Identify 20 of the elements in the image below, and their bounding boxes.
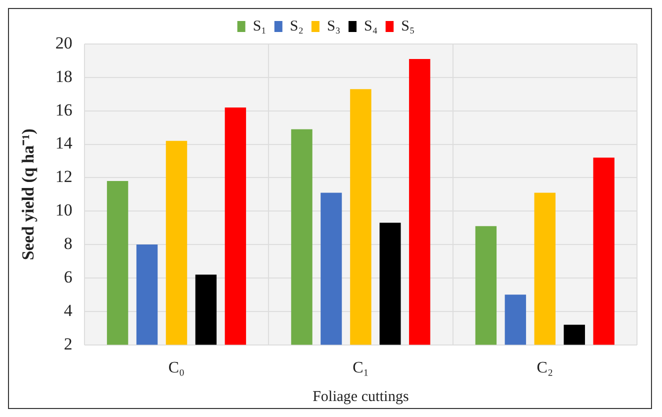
y-tick-label: 16 — [55, 100, 72, 120]
legend-label: S₃ — [326, 18, 341, 34]
legend-label: S₅ — [401, 18, 415, 34]
legend-label: S₄ — [364, 18, 378, 34]
y-tick-label: 2 — [64, 334, 72, 354]
y-tick-label: 18 — [55, 66, 72, 86]
legend-label: S₁ — [252, 18, 266, 34]
y-axis-title: Seed yield (q ha⁻¹) — [18, 128, 38, 260]
y-tick-label: 10 — [55, 200, 72, 220]
x-tick-label: C₁ — [352, 360, 369, 377]
y-tick-label: 20 — [55, 33, 72, 52]
y-tick-label: 14 — [55, 134, 73, 153]
y-tick-label: 8 — [64, 234, 72, 253]
y-tick-label: 4 — [64, 300, 73, 320]
x-tick-label: C₀ — [168, 360, 185, 377]
x-axis-title: Foliage cuttings — [312, 388, 409, 405]
x-tick-label: C₂ — [536, 360, 554, 377]
y-tick-label: 12 — [55, 167, 72, 186]
legend-label: S₂ — [290, 18, 304, 34]
y-tick-label: 6 — [64, 267, 72, 286]
